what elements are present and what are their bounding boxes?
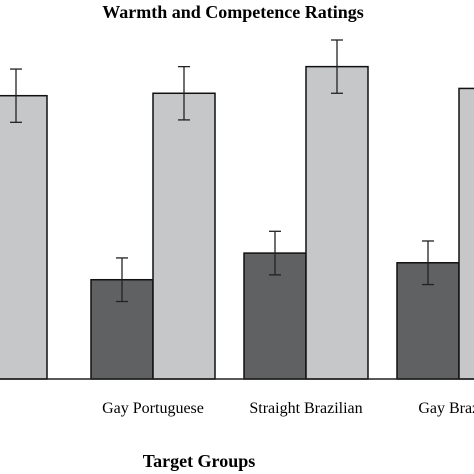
error-bars-layer [10, 39, 434, 303]
error-bar-light-1 [10, 68, 22, 123]
bar-light-4 [458, 87, 474, 380]
bars-layer [0, 65, 474, 380]
x-tick-label-2: Gay Portuguese [102, 400, 204, 417]
error-bar-dark-4 [422, 240, 434, 286]
chart-title: Warmth and Competence Ratings [102, 2, 364, 22]
bar-light-2 [152, 92, 216, 380]
x-axis-label: Target Groups [143, 451, 256, 471]
bar-light-3 [305, 65, 369, 380]
bar-light-1 [0, 94, 48, 380]
x-tick-label-3: Straight Brazilian [249, 400, 362, 417]
error-bar-dark-3 [269, 230, 281, 276]
error-bar-dark-2 [116, 257, 128, 303]
x-tick-label-4: Gay Brazilia [418, 400, 474, 417]
error-bar-light-2 [178, 65, 190, 121]
error-bar-light-3 [331, 39, 343, 94]
